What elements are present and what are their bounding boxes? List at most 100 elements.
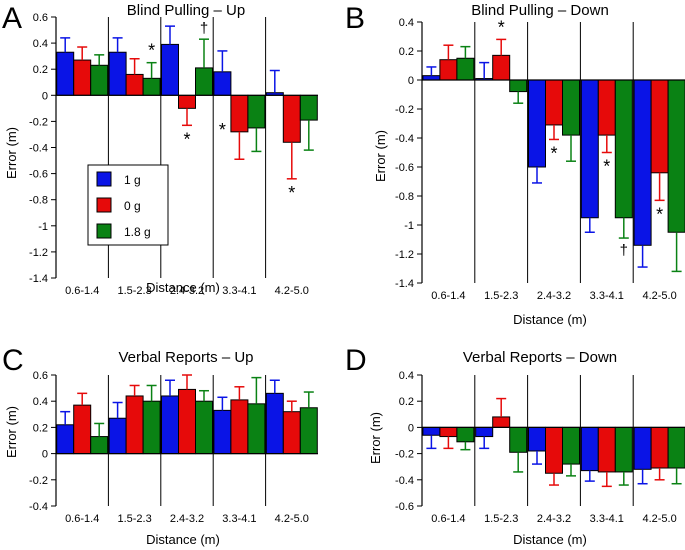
bar bbox=[299, 407, 318, 455]
panel-b-category-dividers bbox=[474, 22, 634, 283]
bar bbox=[528, 426, 546, 452]
panel-a-x-ticks: 0.6-1.4 1.5-2.3 2.4-3.2 3.3-4.1 4.2-5.0 bbox=[65, 285, 309, 297]
panel-b-axes bbox=[421, 22, 685, 283]
bar bbox=[73, 59, 92, 96]
x-tick-label: 3.3-4.1 bbox=[222, 285, 256, 297]
panel-a-title: Blind Pulling – Up bbox=[127, 2, 245, 19]
bar bbox=[562, 426, 580, 465]
significance-star: * bbox=[498, 17, 505, 37]
bar bbox=[195, 67, 213, 96]
panel-d: D Verbal Reports – Down Error (m) Distan… bbox=[345, 344, 685, 547]
panel-b-y-ticks: 0.4 0.2 0 -0.2 -0.4 -0.6 -0.8 -1 -1.2 -1.4 bbox=[395, 17, 422, 290]
y-tick-label: 0.4 bbox=[33, 396, 48, 408]
bar bbox=[90, 64, 109, 96]
panel-a-ylabel: Error (m) bbox=[4, 127, 19, 179]
panel-a-y-ticks: 0.6 0.4 0.2 0 -0.2 -0.4 -0.6 -0.8 -1 -1.2 -1.4 bbox=[29, 12, 56, 285]
bar bbox=[633, 426, 652, 470]
bar bbox=[614, 79, 633, 219]
bar bbox=[456, 426, 475, 443]
panel-a: A Blind Pulling – Up Error (m) Distance … bbox=[2, 2, 318, 297]
x-tick-label: 0.6-1.4 bbox=[65, 513, 99, 525]
bar bbox=[108, 417, 127, 455]
y-tick-label: 0.4 bbox=[399, 17, 414, 29]
y-tick-label: 0 bbox=[42, 90, 48, 102]
bar bbox=[213, 71, 232, 96]
x-tick-label: 2.4-3.2 bbox=[537, 513, 571, 525]
panel-a-xlabel: Distance (m) bbox=[146, 280, 220, 295]
x-tick-label: 4.2-5.0 bbox=[275, 285, 309, 297]
x-tick-label: 2.4-3.2 bbox=[170, 513, 204, 525]
y-tick-label: -0.4 bbox=[29, 501, 48, 513]
significance-dagger: † bbox=[200, 20, 208, 37]
legend-label-0g: 0 g bbox=[124, 199, 141, 213]
y-tick-label: -0.6 bbox=[395, 501, 414, 513]
bar bbox=[56, 424, 75, 455]
legend-swatch-0g bbox=[96, 197, 112, 213]
bar bbox=[667, 426, 685, 469]
bar bbox=[492, 54, 511, 81]
bar bbox=[528, 79, 546, 168]
bar bbox=[439, 426, 458, 438]
bar bbox=[475, 426, 494, 438]
bar bbox=[597, 426, 616, 473]
legend-label-1g: 1 g bbox=[124, 173, 141, 187]
significance-star: * bbox=[603, 157, 610, 177]
y-tick-label: -0.2 bbox=[29, 116, 48, 128]
y-tick-label: 0.2 bbox=[399, 46, 414, 58]
bar bbox=[282, 94, 301, 143]
x-tick-label: 2.4-3.2 bbox=[537, 290, 571, 302]
bar bbox=[509, 426, 528, 453]
y-tick-label: 0 bbox=[408, 422, 414, 434]
bar bbox=[213, 409, 232, 455]
legend-label-1-8g: 1.8 g bbox=[124, 225, 151, 239]
panel-d-x-ticks: 0.6-1.4 1.5-2.3 2.4-3.2 3.3-4.1 4.2-5.0 bbox=[431, 513, 676, 525]
y-tick-label: -1.2 bbox=[395, 249, 414, 261]
y-tick-label: -0.6 bbox=[29, 169, 48, 181]
panel-b-title: Blind Pulling – Down bbox=[471, 2, 609, 19]
bar bbox=[580, 426, 599, 472]
bar bbox=[650, 426, 669, 469]
y-tick-label: -1.4 bbox=[395, 278, 414, 290]
y-tick-label: -0.8 bbox=[29, 195, 48, 207]
x-tick-label: 0.6-1.4 bbox=[65, 285, 99, 297]
y-tick-label: 0.2 bbox=[33, 422, 48, 434]
y-tick-label: -1 bbox=[404, 220, 414, 232]
x-tick-label: 0.6-1.4 bbox=[431, 290, 465, 302]
panel-b-xlabel: Distance (m) bbox=[513, 312, 587, 327]
y-tick-label: -0.2 bbox=[29, 475, 48, 487]
bar bbox=[422, 426, 441, 436]
bar bbox=[456, 57, 475, 81]
panel-d-axes bbox=[421, 375, 685, 506]
y-tick-label: 0 bbox=[42, 449, 48, 461]
legend-swatch-1-8g bbox=[96, 223, 112, 239]
bar bbox=[178, 388, 196, 455]
y-tick-label: 0.4 bbox=[399, 370, 414, 382]
x-tick-label: 1.5-2.3 bbox=[484, 290, 518, 302]
bar bbox=[282, 411, 301, 455]
panel-b: B Blind Pulling – Down Error (m) Distanc… bbox=[345, 2, 685, 327]
bar bbox=[492, 416, 511, 428]
panel-d-xlabel: Distance (m) bbox=[513, 532, 587, 547]
significance-star: * bbox=[550, 143, 557, 163]
x-tick-label: 2.4-3.2 bbox=[170, 285, 204, 297]
y-tick-label: 0.2 bbox=[33, 64, 48, 76]
significance-star: * bbox=[219, 120, 226, 140]
bar bbox=[90, 436, 109, 455]
significance-star: * bbox=[288, 183, 295, 203]
panel-a-bars bbox=[56, 25, 318, 180]
bar bbox=[161, 43, 179, 96]
bar bbox=[247, 403, 266, 455]
bar bbox=[614, 426, 633, 473]
bar bbox=[161, 395, 179, 455]
x-tick-label: 3.3-4.1 bbox=[590, 290, 624, 302]
bar bbox=[142, 77, 161, 96]
panel-c-bars bbox=[56, 374, 318, 455]
bar bbox=[439, 59, 458, 81]
bar bbox=[178, 94, 196, 109]
bar bbox=[299, 94, 318, 121]
panel-c: C Verbal Reports – Up Error (m) Distance… bbox=[2, 344, 318, 547]
panel-c-y-ticks: 0.6 0.4 0.2 0 -0.2 -0.4 bbox=[29, 370, 56, 513]
bar bbox=[125, 395, 144, 455]
y-tick-label: 0 bbox=[408, 75, 414, 87]
